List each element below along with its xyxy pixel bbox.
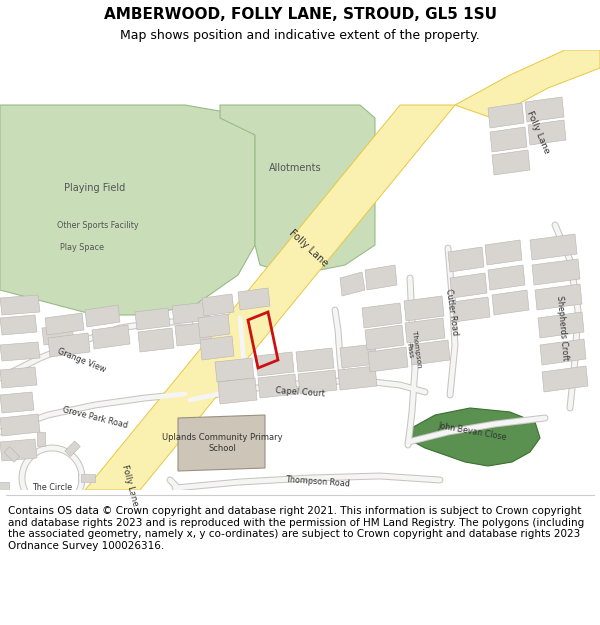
Polygon shape (365, 325, 404, 350)
Polygon shape (530, 234, 577, 260)
Bar (4, 447, 20, 462)
Text: Thompson Road: Thompson Road (286, 475, 350, 489)
Polygon shape (0, 392, 34, 413)
Text: Contains OS data © Crown copyright and database right 2021. This information is : Contains OS data © Crown copyright and d… (8, 506, 584, 551)
Text: The Circle: The Circle (32, 484, 72, 492)
Polygon shape (175, 322, 212, 346)
Text: Grange View: Grange View (56, 346, 107, 374)
Polygon shape (450, 273, 487, 298)
Bar (65, 441, 80, 456)
Text: Cutler Road: Cutler Road (444, 288, 460, 336)
Polygon shape (198, 314, 230, 338)
Polygon shape (48, 333, 90, 357)
Bar (0, 482, 9, 490)
Polygon shape (340, 344, 377, 368)
Polygon shape (85, 305, 120, 327)
Polygon shape (492, 150, 530, 175)
Polygon shape (296, 348, 334, 372)
Polygon shape (92, 325, 130, 349)
Polygon shape (455, 50, 600, 118)
Text: Uplands Community Primary
School: Uplands Community Primary School (161, 433, 283, 452)
Polygon shape (298, 370, 337, 394)
Polygon shape (362, 303, 402, 328)
Polygon shape (0, 295, 40, 315)
Polygon shape (85, 105, 455, 490)
Polygon shape (535, 284, 582, 310)
Polygon shape (408, 408, 540, 466)
Text: Playing Field: Playing Field (64, 183, 125, 193)
Text: Other Sports Facility: Other Sports Facility (57, 221, 139, 229)
Polygon shape (138, 328, 174, 352)
Polygon shape (538, 312, 584, 338)
Polygon shape (405, 318, 445, 343)
Polygon shape (256, 352, 294, 376)
Polygon shape (525, 97, 564, 122)
Bar (10, 508, 25, 523)
Bar (45, 518, 53, 532)
Text: Shepherds Croft: Shepherds Croft (554, 295, 569, 361)
Polygon shape (172, 302, 210, 324)
Polygon shape (0, 439, 37, 461)
Polygon shape (258, 374, 297, 398)
Text: AMBERWOOD, FOLLY LANE, STROUD, GL5 1SU: AMBERWOOD, FOLLY LANE, STROUD, GL5 1SU (104, 6, 497, 21)
Polygon shape (488, 265, 525, 290)
Bar (70, 502, 86, 518)
Polygon shape (540, 339, 586, 365)
Text: Grove Park Road: Grove Park Road (61, 406, 128, 431)
Text: Allotments: Allotments (269, 163, 322, 173)
Polygon shape (532, 259, 580, 285)
Polygon shape (410, 340, 450, 365)
Text: Thompson
Pass: Thompson Pass (404, 331, 422, 369)
Polygon shape (542, 366, 588, 392)
Text: Folly Lane: Folly Lane (120, 463, 140, 507)
Polygon shape (488, 103, 524, 128)
Polygon shape (45, 313, 84, 335)
Polygon shape (485, 240, 522, 265)
Polygon shape (220, 105, 375, 275)
Polygon shape (0, 105, 255, 315)
Bar (37, 432, 45, 446)
Polygon shape (0, 367, 37, 388)
Polygon shape (200, 336, 234, 360)
Polygon shape (178, 415, 265, 471)
Text: Folly Lane: Folly Lane (287, 228, 329, 269)
Polygon shape (135, 308, 170, 330)
Polygon shape (404, 296, 444, 321)
Polygon shape (490, 127, 527, 152)
Polygon shape (340, 272, 365, 296)
Polygon shape (218, 378, 257, 404)
Polygon shape (448, 247, 484, 272)
Polygon shape (0, 342, 40, 361)
Text: Folly Lane: Folly Lane (525, 109, 551, 155)
Polygon shape (452, 297, 490, 322)
Polygon shape (42, 325, 74, 345)
Polygon shape (0, 315, 37, 335)
Text: Capel Court: Capel Court (275, 386, 325, 398)
Text: Play Space: Play Space (60, 244, 104, 252)
Polygon shape (238, 288, 270, 310)
Polygon shape (0, 414, 40, 436)
Text: Map shows position and indicative extent of the property.: Map shows position and indicative extent… (120, 29, 480, 42)
Text: John Bevan Close: John Bevan Close (437, 421, 507, 442)
Polygon shape (215, 358, 254, 382)
Polygon shape (492, 290, 529, 315)
Polygon shape (368, 347, 408, 372)
Polygon shape (202, 294, 234, 316)
Bar (81, 474, 95, 482)
Polygon shape (338, 366, 377, 390)
Polygon shape (365, 265, 397, 290)
Polygon shape (528, 120, 566, 145)
